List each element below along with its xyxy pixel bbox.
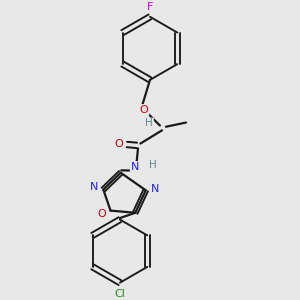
Text: H: H	[149, 160, 157, 170]
Text: F: F	[147, 2, 153, 12]
Text: N: N	[131, 162, 139, 172]
Text: N: N	[89, 182, 98, 191]
Text: O: O	[140, 105, 148, 115]
Text: H: H	[145, 118, 153, 128]
Text: O: O	[114, 140, 123, 149]
Text: N: N	[151, 184, 160, 194]
Text: Cl: Cl	[115, 289, 125, 299]
Text: O: O	[97, 208, 106, 219]
